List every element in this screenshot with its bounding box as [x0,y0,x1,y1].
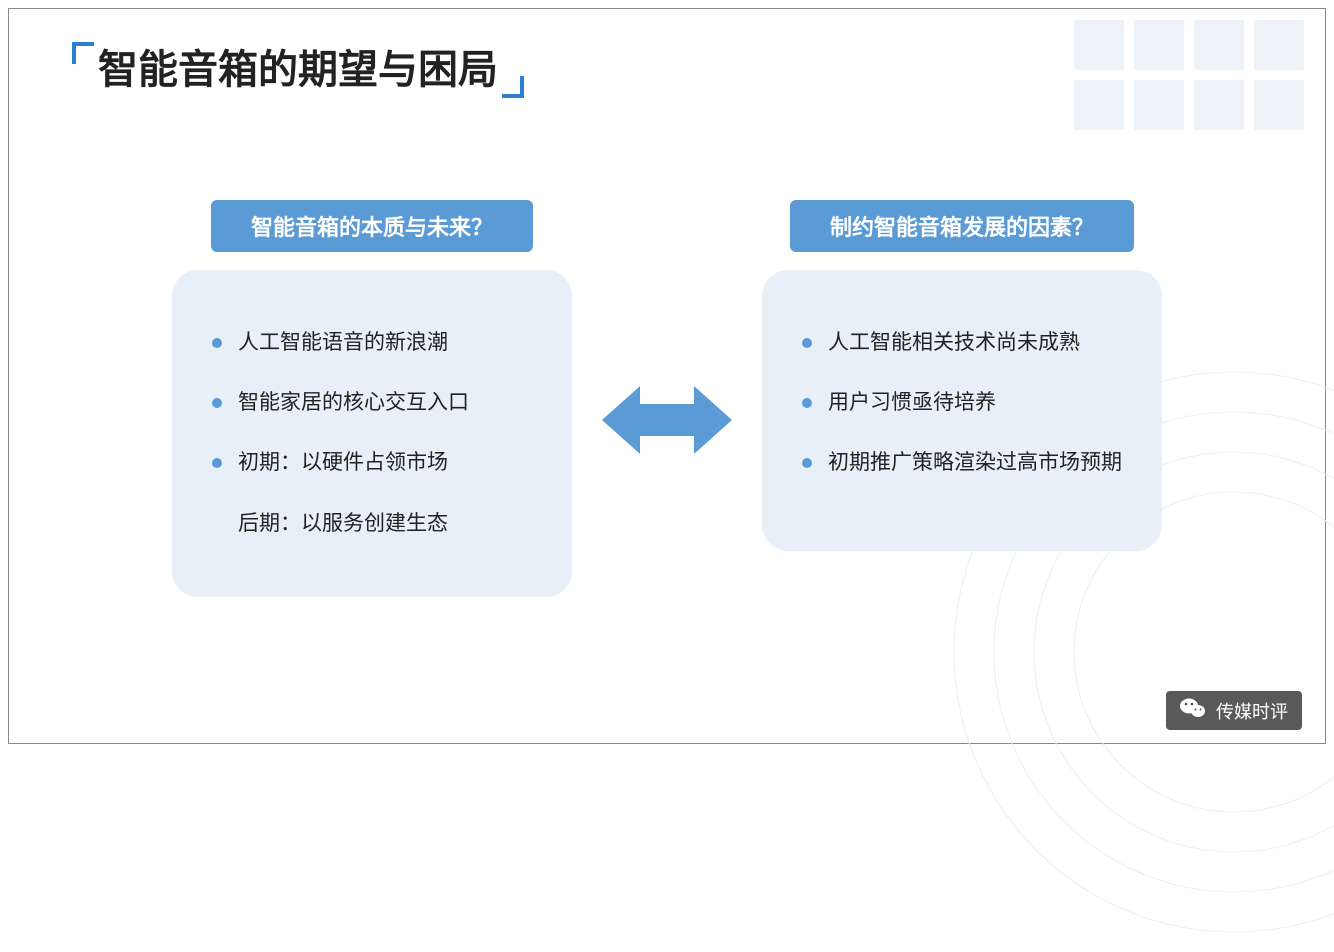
footer-label: 传媒时评 [1216,698,1288,724]
right-column: 制约智能音箱发展的因素？ 人工智能相关技术尚未成熟 用户习惯亟待培养 初期推广策… [752,200,1172,551]
footer-badge: 传媒时评 [1166,691,1302,730]
bracket-top-left-icon [72,42,94,64]
left-column: 智能音箱的本质与未来？ 人工智能语音的新浪潮 智能家居的核心交互入口 初期：以硬… [162,200,582,597]
double-arrow-icon [602,380,732,460]
right-column-body: 人工智能相关技术尚未成熟 用户习惯亟待培养 初期推广策略渲染过高市场预期 [762,270,1162,551]
list-item: 初期：以硬件占领市场 [212,440,542,486]
left-column-header: 智能音箱的本质与未来？ [211,200,533,252]
left-list: 人工智能语音的新浪潮 智能家居的核心交互入口 初期：以硬件占领市场 [212,320,542,487]
list-item: 智能家居的核心交互入口 [212,380,542,426]
bracket-bottom-right-icon [502,76,524,98]
list-subline: 后期：以服务创建生态 [212,501,542,547]
title-block: 智能音箱的期望与困局 [72,46,524,94]
list-item: 初期推广策略渲染过高市场预期 [802,440,1132,486]
list-item: 人工智能语音的新浪潮 [212,320,542,366]
right-column-header: 制约智能音箱发展的因素？ [790,200,1134,252]
wechat-icon [1180,697,1206,724]
arrow-container [582,380,752,460]
list-item: 用户习惯亟待培养 [802,380,1132,426]
page-title: 智能音箱的期望与困局 [98,46,498,94]
right-list: 人工智能相关技术尚未成熟 用户习惯亟待培养 初期推广策略渲染过高市场预期 [802,320,1132,487]
list-item: 人工智能相关技术尚未成熟 [802,320,1132,366]
left-column-body: 人工智能语音的新浪潮 智能家居的核心交互入口 初期：以硬件占领市场 后期：以服务… [172,270,572,597]
content-columns: 智能音箱的本质与未来？ 人工智能语音的新浪潮 智能家居的核心交互入口 初期：以硬… [0,200,1334,597]
